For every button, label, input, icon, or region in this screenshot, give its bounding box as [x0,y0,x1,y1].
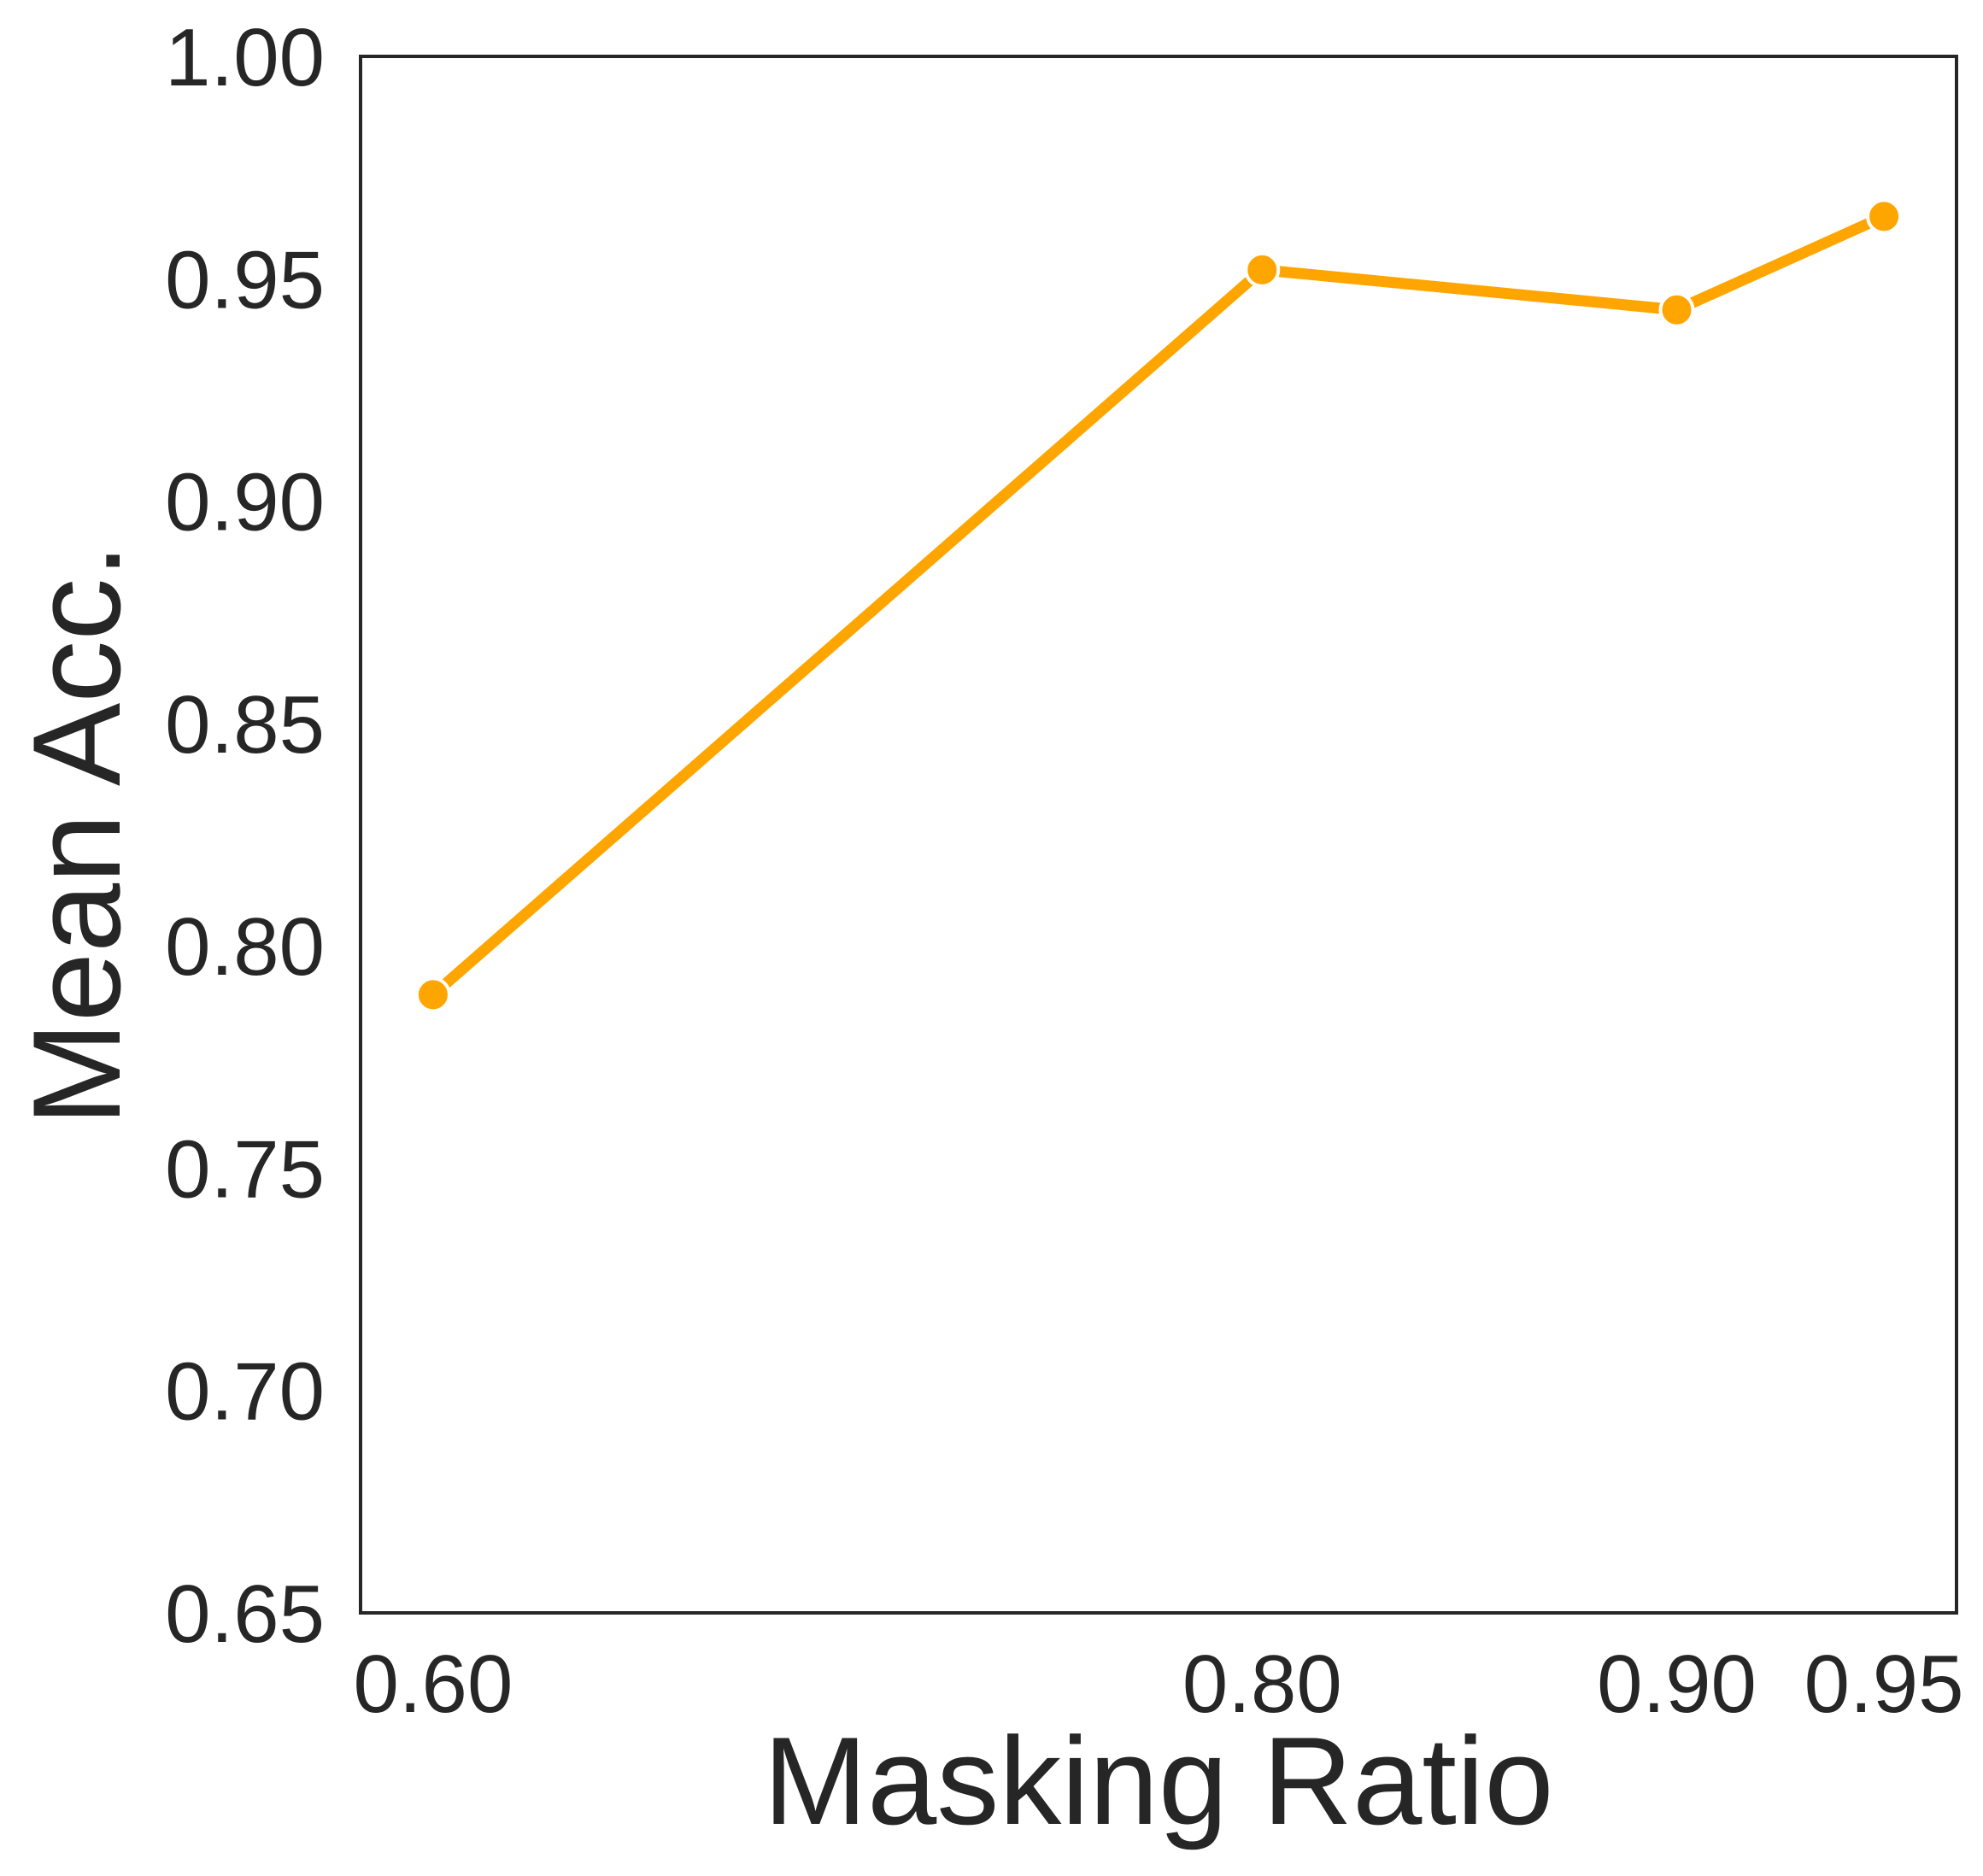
y-tick-label: 0.70 [165,1346,325,1438]
y-axis-title: Mean Acc. [7,543,146,1126]
data-point [414,976,451,1013]
x-tick-label: 0.95 [1804,1639,1964,1730]
y-tick-label: 1.00 [165,12,325,103]
y-tick-label: 0.65 [165,1568,325,1660]
data-point [1866,198,1903,235]
y-tick-label: 0.85 [165,679,325,771]
plot-frame [359,55,1958,1615]
x-tick-label: 0.90 [1597,1639,1757,1730]
y-axis-ticks: 0.65 0.70 0.75 0.80 0.85 0.90 0.95 1.00 [165,12,325,1660]
y-tick-label: 0.80 [165,901,325,993]
x-tick-label: 0.60 [353,1639,513,1730]
data-point [1244,251,1281,288]
series-layer [414,198,1903,1013]
x-axis-title: Masking Ratio [763,1711,1553,1850]
y-tick-label: 0.90 [165,457,325,548]
x-tick-label: 0.80 [1182,1639,1342,1730]
series-line [427,210,1890,1000]
y-tick-label: 0.75 [165,1123,325,1215]
x-axis-ticks: 0.60 0.80 0.90 0.95 [353,1639,1963,1730]
data-point [1658,291,1695,328]
y-tick-label: 0.95 [165,234,325,325]
